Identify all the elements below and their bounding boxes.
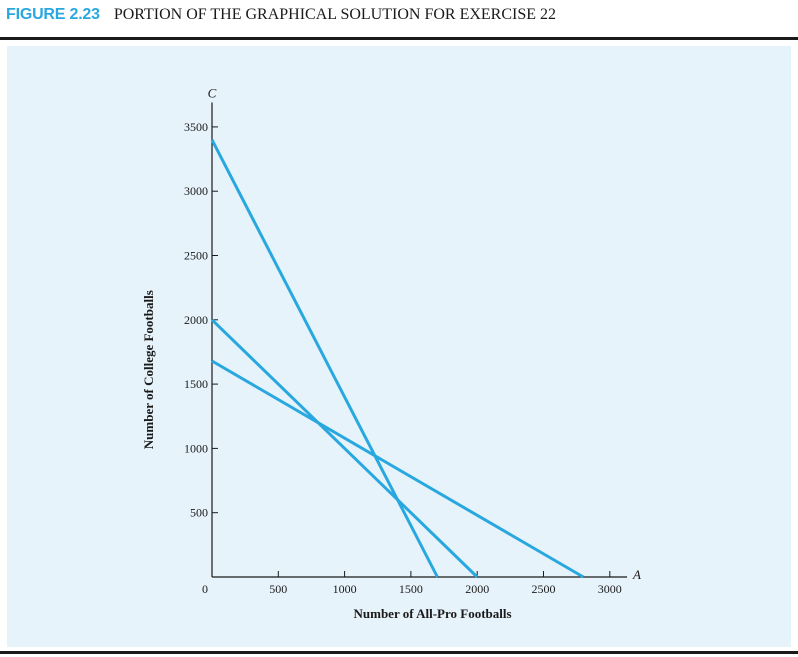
y-axis-title: Number of College Footballs: [141, 290, 156, 449]
x-tick-label: 2500: [532, 582, 556, 596]
y-tick-label: 1500: [184, 377, 208, 391]
x-tick-label: 500: [269, 582, 287, 596]
bottom-rule: [0, 651, 798, 654]
y-tick-label: 2500: [184, 249, 208, 263]
x-axis-letter: A: [632, 567, 641, 582]
series-line-2: [210, 318, 479, 579]
figure-title: PORTION OF THE GRAPHICAL SOLUTION FOR EX…: [113, 6, 557, 23]
top-rule: [0, 37, 798, 40]
series-line-3: [211, 359, 585, 579]
y-tick-label: 2000: [184, 313, 208, 327]
y-tick-label: 3500: [184, 120, 208, 134]
y-tick-label: 500: [190, 506, 208, 520]
x-tick-label: 1500: [399, 582, 423, 596]
y-tick-label: 3000: [184, 184, 208, 198]
x-tick-label: 3000: [598, 582, 622, 596]
figure-label: FIGURE 2.23: [6, 6, 100, 23]
x-tick-label: 1000: [333, 582, 357, 596]
series-line-1: [210, 139, 439, 578]
y-axis-letter: C: [208, 85, 217, 100]
x-axis-title: Number of All-Pro Footballs: [354, 606, 512, 621]
figure-header: FIGURE 2.23 PORTION OF THE GRAPHICAL SOL…: [6, 6, 556, 30]
chart-panel: [7, 46, 791, 647]
x-tick-label: 2000: [465, 582, 489, 596]
y-tick-label: 1000: [184, 441, 208, 455]
origin-label: 0: [202, 582, 208, 596]
